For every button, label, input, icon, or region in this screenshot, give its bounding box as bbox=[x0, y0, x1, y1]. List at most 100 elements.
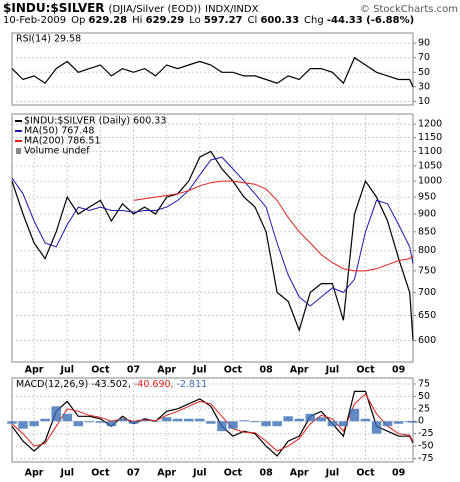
x-tick-label: Oct bbox=[224, 468, 243, 479]
series-line bbox=[11, 56, 414, 88]
histogram-bar bbox=[316, 417, 327, 422]
histogram-bar bbox=[184, 418, 194, 422]
histogram-bar bbox=[95, 421, 106, 423]
x-tick-label: Jul bbox=[59, 365, 74, 376]
y-tick-label: 800 bbox=[418, 245, 436, 256]
series-line bbox=[11, 156, 414, 307]
quote-label: Chg bbox=[304, 15, 324, 26]
histogram-bar bbox=[228, 421, 238, 429]
y-tick-label: -50 bbox=[418, 441, 434, 452]
histogram-bar bbox=[40, 418, 50, 422]
histogram-bar bbox=[217, 421, 227, 432]
histogram-bar bbox=[51, 406, 61, 422]
description: (DJIA/Silver (EOD)) bbox=[108, 4, 202, 15]
y-tick-label: 10 bbox=[418, 96, 430, 107]
histogram-bar bbox=[29, 421, 39, 427]
x-tick-label: Jul bbox=[59, 468, 74, 479]
x-tick-label: 07 bbox=[127, 468, 140, 479]
panel-frame bbox=[11, 113, 414, 363]
legend-entry: MACD(12,26,9) -43.502, bbox=[16, 379, 131, 390]
y-tick-label: 1000 bbox=[418, 176, 442, 187]
x-tick-label: Oct bbox=[356, 365, 375, 376]
y-tick-label: 1050 bbox=[418, 160, 442, 171]
y-tick-label: 900 bbox=[418, 208, 436, 219]
histogram-bar bbox=[73, 421, 84, 427]
y-tick-label: -25 bbox=[418, 428, 434, 439]
x-tick-label: Jul bbox=[192, 468, 207, 479]
histogram-bar bbox=[360, 418, 371, 422]
legend-entry: -40.690, bbox=[134, 379, 174, 390]
histogram-bar bbox=[349, 408, 360, 422]
quote-item: Op 629.28 bbox=[71, 15, 127, 28]
legend-label: MACD(12,26,9) -43.502, -40.690, -2.811 bbox=[16, 379, 207, 390]
y-tick-label: 75 bbox=[418, 378, 430, 389]
y-tick-label: 600 bbox=[418, 335, 436, 346]
histogram-bar bbox=[408, 421, 418, 423]
quote-label: Op bbox=[71, 15, 86, 26]
copyright: © StockCharts.com bbox=[359, 4, 458, 15]
y-tick-label: 90 bbox=[418, 38, 430, 49]
x-tick-label: 09 bbox=[392, 468, 405, 479]
y-tick-label: 1200 bbox=[418, 119, 442, 130]
quote-label: Cl bbox=[247, 15, 258, 26]
quote-value: 597.27 bbox=[203, 15, 243, 26]
y-tick-label: 1100 bbox=[418, 146, 442, 157]
histogram-bar bbox=[338, 421, 349, 427]
y-tick-label: 50 bbox=[418, 67, 430, 78]
date: 10-Feb-2009 bbox=[3, 15, 67, 26]
series-line bbox=[11, 390, 414, 457]
x-tick-label: Apr bbox=[157, 365, 176, 376]
x-tick-label: Oct bbox=[224, 365, 243, 376]
histogram-bar bbox=[117, 418, 128, 422]
x-tick-label: Jul bbox=[325, 365, 340, 376]
x-tick-label: Jul bbox=[192, 365, 207, 376]
x-tick-label: Apr bbox=[25, 468, 44, 479]
y-tick-label: 0 bbox=[418, 416, 424, 427]
y-tick-label: 1150 bbox=[418, 132, 442, 143]
panel-frame bbox=[11, 377, 414, 463]
quote-row: 10-Feb-2009 Op 629.28 Hi 629.29 Lo 597.2… bbox=[3, 15, 458, 28]
histogram-bar bbox=[272, 421, 282, 427]
histogram-bar bbox=[7, 421, 17, 424]
histogram-bar bbox=[128, 421, 139, 424]
x-tick-label: 08 bbox=[259, 365, 273, 376]
histogram-bar bbox=[305, 413, 316, 422]
y-tick-label: 850 bbox=[418, 226, 436, 237]
legend-swatch bbox=[16, 148, 21, 154]
symbol: $INDU:$SILVER bbox=[3, 1, 105, 15]
histogram-bar bbox=[62, 413, 72, 422]
histogram-bar bbox=[206, 421, 216, 424]
y-tick-label: 650 bbox=[418, 310, 436, 321]
series-line bbox=[133, 180, 414, 272]
quote-label: Lo bbox=[189, 15, 201, 26]
histogram-bar bbox=[393, 421, 404, 424]
quote-value: 629.29 bbox=[145, 15, 185, 26]
x-tick-label: Apr bbox=[25, 365, 44, 376]
histogram-bar bbox=[283, 416, 293, 422]
histogram-bar bbox=[327, 421, 338, 427]
series-line bbox=[11, 150, 414, 341]
title-row: $INDU:$SILVER (DJIA/Silver (EOD)) INDX/I… bbox=[3, 1, 458, 15]
exchange: INDX/INDX bbox=[205, 4, 259, 15]
x-tick-label: Jul bbox=[325, 468, 340, 479]
quote-value: -44.33 (-6.88%) bbox=[326, 15, 415, 26]
histogram-bar bbox=[172, 418, 183, 422]
x-tick-label: 07 bbox=[127, 365, 140, 376]
legend-label: MA(200) 786.51 bbox=[24, 136, 101, 147]
y-tick-label: 700 bbox=[418, 287, 436, 298]
x-tick-label: 09 bbox=[392, 365, 405, 376]
legend-label: Volume undef bbox=[24, 146, 90, 157]
y-tick-label: 30 bbox=[418, 81, 430, 92]
x-tick-label: Apr bbox=[157, 468, 176, 479]
x-tick-label: Oct bbox=[356, 468, 375, 479]
x-tick-label: 08 bbox=[259, 468, 273, 479]
y-tick-label: 750 bbox=[418, 265, 436, 276]
histogram-bar bbox=[294, 418, 304, 422]
histogram-bar bbox=[139, 420, 150, 422]
y-tick-label: 50 bbox=[418, 391, 430, 402]
y-tick-label: 950 bbox=[418, 192, 436, 203]
legend-label: $INDU:$SILVER (Daily) 600.33 bbox=[24, 116, 166, 127]
legend-label: MA(50) 767.48 bbox=[24, 126, 94, 137]
